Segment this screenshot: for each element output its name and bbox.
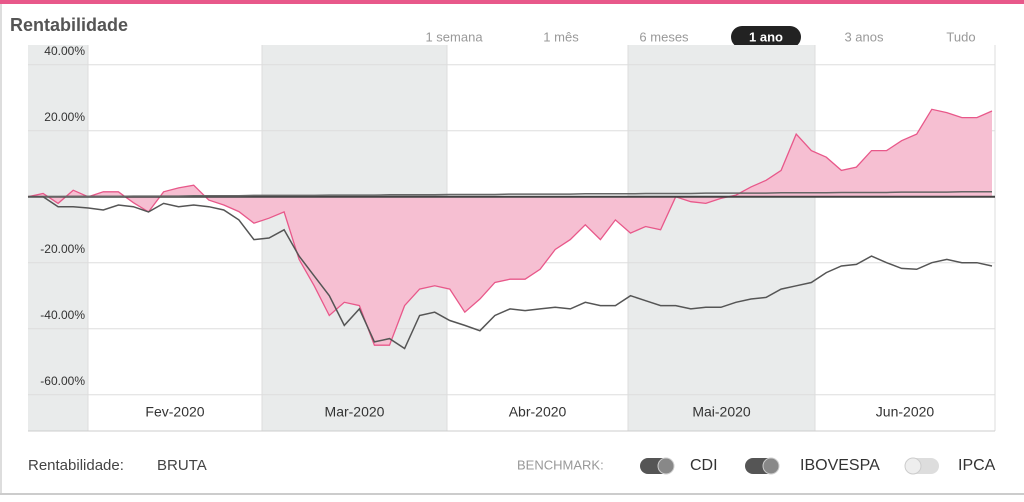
y-tick-label: -20.00%: [40, 242, 85, 256]
series-line: [28, 191, 992, 198]
period-button[interactable]: Tudo: [946, 29, 975, 44]
y-tick-label: -60.00%: [40, 374, 85, 388]
x-tick-label: Mar-2020: [325, 404, 385, 420]
period-button[interactable]: 1 semana: [425, 29, 483, 44]
toggle-knob[interactable]: [657, 457, 675, 475]
y-tick-label: 20.00%: [44, 110, 85, 124]
toggle-knob[interactable]: [904, 457, 922, 475]
mode-label: Rentabilidade:: [28, 457, 124, 474]
series-area: [28, 109, 992, 346]
period-button[interactable]: 3 anos: [844, 29, 884, 44]
period-button[interactable]: 1 ano: [749, 29, 783, 44]
benchmark-label: BENCHMARK:: [517, 457, 604, 472]
series-line: [27, 108, 993, 346]
toggle-knob[interactable]: [762, 457, 780, 475]
y-tick-label: -40.00%: [40, 308, 85, 322]
x-tick-label: Abr-2020: [509, 404, 567, 420]
left-border: [0, 4, 2, 494]
period-button-active[interactable]: [731, 26, 801, 48]
chart-title: Rentabilidade: [10, 15, 128, 35]
mode-value[interactable]: BRUTA: [157, 457, 207, 474]
month-band: [28, 45, 88, 431]
toggle-label[interactable]: IPCA: [958, 457, 996, 474]
top-border: [0, 0, 1024, 4]
period-button[interactable]: 6 meses: [639, 29, 689, 44]
series-line: [28, 196, 993, 350]
x-tick-label: Fev-2020: [145, 404, 204, 420]
period-button[interactable]: 1 mês: [543, 29, 579, 44]
x-tick-label: Mai-2020: [692, 404, 751, 420]
toggle-label[interactable]: IBOVESPA: [800, 457, 880, 474]
x-tick-label: Jun-2020: [876, 404, 935, 420]
toggle-label[interactable]: CDI: [690, 457, 718, 474]
month-band: [628, 45, 815, 431]
y-tick-label: 40.00%: [44, 44, 85, 58]
